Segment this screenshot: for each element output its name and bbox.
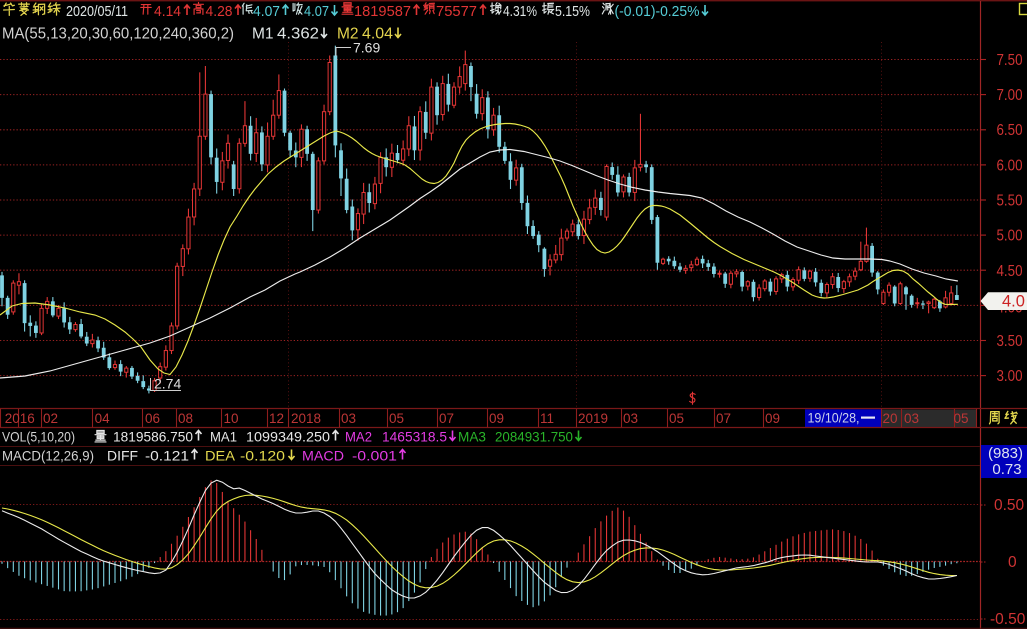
svg-text:-0.120: -0.120 — [240, 448, 285, 464]
svg-text:20: 20 — [883, 411, 898, 426]
svg-text:1819587: 1819587 — [354, 3, 411, 20]
svg-text:-0.50: -0.50 — [990, 611, 1026, 628]
svg-text:2019: 2019 — [578, 411, 608, 426]
svg-text:M1: M1 — [252, 26, 274, 43]
svg-text:4.14: 4.14 — [154, 3, 181, 20]
svg-text:07: 07 — [716, 411, 731, 426]
svg-text:1465318.5: 1465318.5 — [382, 429, 447, 445]
svg-text:4.07: 4.07 — [253, 3, 280, 20]
svg-text:2.74: 2.74 — [154, 376, 181, 392]
svg-text:05: 05 — [669, 411, 684, 426]
svg-text:1099349.250: 1099349.250 — [246, 429, 330, 445]
svg-text:2020/05/11: 2020/05/11 — [66, 3, 128, 20]
svg-text:VOL(5,10,20): VOL(5,10,20) — [2, 429, 75, 445]
svg-text:1819586.750: 1819586.750 — [113, 429, 193, 445]
svg-text:2018: 2018 — [291, 411, 321, 426]
svg-text:4.28: 4.28 — [206, 3, 233, 20]
svg-text:4.50: 4.50 — [997, 263, 1023, 280]
svg-text:M2: M2 — [337, 26, 359, 43]
svg-text:06: 06 — [145, 411, 160, 426]
svg-text:0.50: 0.50 — [994, 497, 1025, 514]
svg-text:10: 10 — [224, 411, 239, 426]
svg-text:08: 08 — [178, 411, 193, 426]
svg-text:5.15%: 5.15% — [555, 3, 590, 20]
svg-text:DEA: DEA — [205, 448, 236, 464]
svg-text:3.00: 3.00 — [997, 368, 1023, 385]
svg-text:2084931.750: 2084931.750 — [495, 429, 573, 445]
svg-text:MA3: MA3 — [458, 429, 486, 445]
svg-text:MA1: MA1 — [210, 429, 237, 445]
svg-text:19/10/28,: 19/10/28, — [808, 411, 860, 426]
svg-text:MACD: MACD — [302, 448, 344, 464]
svg-text:4.31%: 4.31% — [503, 3, 537, 20]
svg-text:07: 07 — [439, 411, 454, 426]
svg-text:MACD(12,26,9): MACD(12,26,9) — [2, 448, 94, 464]
svg-text:3.50: 3.50 — [997, 333, 1023, 350]
svg-text:03: 03 — [904, 411, 919, 426]
svg-text:6.50: 6.50 — [997, 122, 1023, 139]
svg-text:09: 09 — [489, 411, 504, 426]
svg-text:4.0: 4.0 — [1002, 293, 1025, 311]
svg-text:0: 0 — [1008, 554, 1017, 571]
svg-text:7.50: 7.50 — [997, 52, 1023, 69]
svg-text:2016: 2016 — [5, 411, 35, 426]
svg-text:6.00: 6.00 — [997, 157, 1023, 174]
svg-text:04: 04 — [95, 411, 111, 426]
svg-text:09: 09 — [765, 411, 780, 426]
svg-text:DIFF: DIFF — [107, 448, 138, 464]
svg-text:-0.001: -0.001 — [352, 448, 397, 464]
svg-text:0.73: 0.73 — [992, 461, 1021, 478]
svg-text:7.00: 7.00 — [997, 87, 1023, 104]
svg-text:-0.121: -0.121 — [145, 448, 189, 464]
svg-text:7.69: 7.69 — [353, 40, 380, 56]
svg-text:05: 05 — [389, 411, 404, 426]
svg-text:75577: 75577 — [436, 3, 477, 20]
svg-text:4.362: 4.362 — [277, 26, 319, 43]
svg-text:4.07: 4.07 — [304, 3, 329, 20]
svg-text:11: 11 — [540, 411, 554, 426]
svg-text:(-0.01)-0.25%: (-0.01)-0.25% — [615, 3, 700, 20]
svg-text:(983): (983) — [988, 445, 1023, 462]
svg-text:02: 02 — [43, 411, 58, 426]
svg-text:MA2: MA2 — [345, 429, 372, 445]
svg-text:12: 12 — [269, 411, 284, 426]
svg-text:03: 03 — [623, 411, 638, 426]
svg-text:05: 05 — [954, 411, 969, 426]
svg-text:5.50: 5.50 — [997, 193, 1023, 210]
svg-text:4.04: 4.04 — [362, 26, 393, 43]
svg-text:MA(55,13,20,30,60,120,240,360,: MA(55,13,20,30,60,120,240,360,2) — [2, 26, 234, 43]
svg-text:03: 03 — [341, 411, 356, 426]
svg-text:5.00: 5.00 — [997, 228, 1023, 245]
